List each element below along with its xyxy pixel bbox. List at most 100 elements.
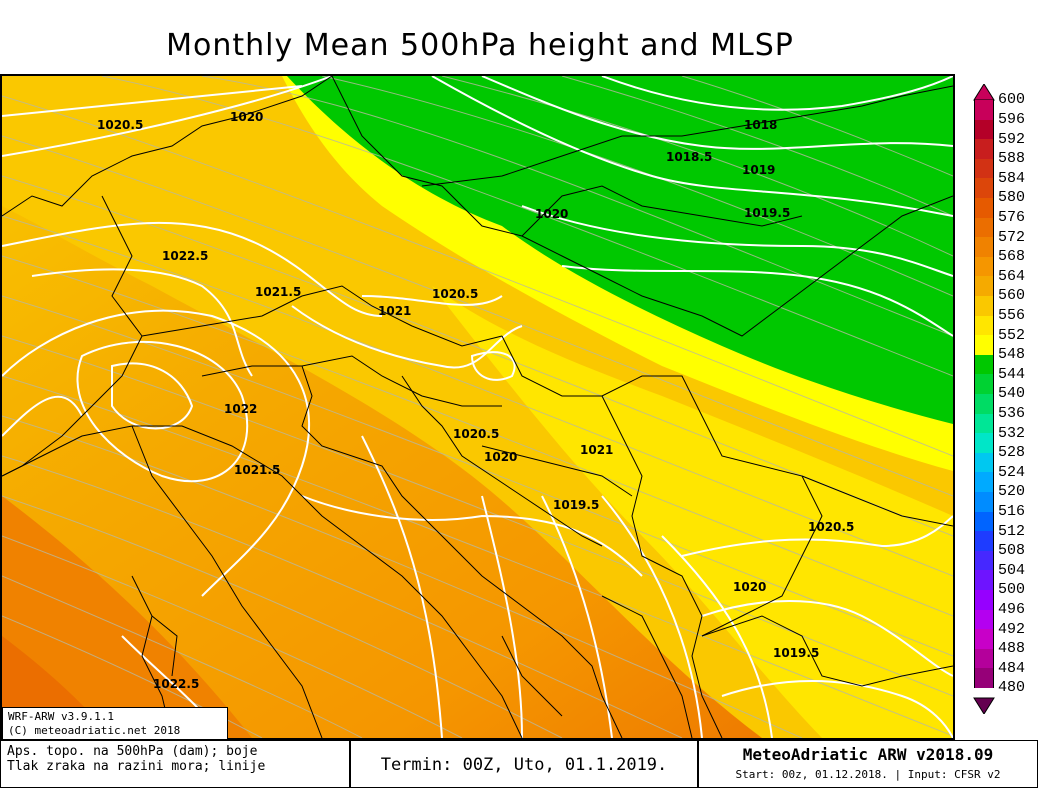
color-legend: 600 596 592 588 584 580 576 572 568 564 560 556 552 5… bbox=[968, 84, 1048, 714]
legend-swatch bbox=[974, 550, 994, 571]
legend-tick-label: 596 bbox=[998, 111, 1026, 129]
legend-tick-label: 504 bbox=[998, 561, 1026, 579]
isobar-label: 1019.5 bbox=[553, 498, 599, 512]
legend-row: 544 bbox=[968, 365, 1048, 394]
legend-swatch bbox=[974, 433, 994, 453]
isobar-label: 1020 bbox=[535, 207, 568, 221]
legend-swatch bbox=[974, 158, 994, 179]
legend-row: 548 bbox=[968, 345, 1048, 375]
map-canvas: 1020.5 1020 1018 1018.5 1019 1019.5 1020… bbox=[2, 76, 953, 738]
isobar-label: 1020.5 bbox=[453, 427, 499, 441]
isobar-label: 1018 bbox=[744, 118, 777, 132]
legend-swatch bbox=[974, 335, 994, 355]
legend-row: 536 bbox=[968, 404, 1048, 434]
legend-tick-label: 548 bbox=[998, 346, 1026, 364]
legend-row: 480 bbox=[968, 678, 1048, 698]
legend-swatch bbox=[974, 237, 994, 257]
legend-swatch bbox=[974, 648, 994, 669]
isobar-label: 1022.5 bbox=[153, 677, 199, 691]
legend-row: 528 bbox=[968, 443, 1048, 473]
legend-row: 588 bbox=[968, 149, 1048, 179]
isobar-label: 1020 bbox=[484, 450, 517, 464]
legend-tick-label: 528 bbox=[998, 444, 1026, 462]
legend-swatch bbox=[974, 315, 994, 336]
legend-tick-label: 584 bbox=[998, 169, 1026, 187]
isobar-label: 1020.5 bbox=[97, 118, 143, 132]
borders bbox=[2, 76, 953, 738]
footer: Aps. topo. na 500hPa (dam); boje Tlak zr… bbox=[0, 740, 1038, 788]
legend-swatch bbox=[974, 197, 994, 218]
legend-swatch bbox=[974, 295, 994, 316]
height-field-572 bbox=[2, 496, 252, 738]
isobar-label: 1022.5 bbox=[162, 249, 208, 263]
legend-swatch bbox=[974, 217, 994, 238]
legend-swatch bbox=[974, 668, 994, 688]
legend-tick-label: 572 bbox=[998, 228, 1026, 246]
isobar-label: 1021 bbox=[580, 443, 613, 457]
footer-brand-cell: MeteoAdriatic ARW v2018.09 Start: 00z, 0… bbox=[698, 740, 1038, 788]
forecast-term: Termin: 00Z, Uto, 01.1.2019. bbox=[350, 740, 698, 788]
legend-row: 600 bbox=[968, 90, 1048, 120]
legend-row: 512 bbox=[968, 521, 1048, 551]
legend-tick-label: 496 bbox=[998, 601, 1026, 619]
legend-swatch bbox=[974, 609, 994, 630]
legend-row: 508 bbox=[968, 541, 1048, 571]
isobar-label: 1020 bbox=[733, 580, 766, 594]
legend-row: 520 bbox=[968, 482, 1048, 512]
legend-tick-label: 512 bbox=[998, 522, 1026, 540]
isobar-label: 1021 bbox=[378, 304, 411, 318]
legend-swatch bbox=[974, 570, 994, 590]
legend-tick-label: 516 bbox=[998, 503, 1026, 521]
legend-row: 532 bbox=[968, 423, 1048, 453]
legend-swatch bbox=[974, 472, 994, 492]
legend-swatch bbox=[974, 354, 994, 375]
legend-row: 552 bbox=[968, 325, 1048, 355]
legend-row: 516 bbox=[968, 502, 1048, 532]
legend-row: 484 bbox=[968, 659, 1048, 688]
isobar-label: 1020.5 bbox=[432, 287, 478, 301]
legend-swatch bbox=[974, 511, 994, 532]
legend-swatch bbox=[974, 119, 994, 140]
map-title: Monthly Mean 500hPa height and MLSP bbox=[166, 28, 794, 63]
legend-row: 560 bbox=[968, 286, 1048, 316]
legend-tick-label: 560 bbox=[998, 287, 1026, 305]
legend-tick-label: 536 bbox=[998, 405, 1026, 423]
legend-tick-label: 480 bbox=[998, 679, 1026, 697]
isobar-label: 1018.5 bbox=[666, 150, 712, 164]
legend-tick-label: 500 bbox=[998, 581, 1026, 599]
model-info-box: WRF-ARW v3.9.1.1 (C) meteoadriatic.net 2… bbox=[2, 707, 228, 740]
legend-tick-label: 568 bbox=[998, 248, 1026, 266]
legend-row: 596 bbox=[968, 110, 1048, 140]
legend-swatch bbox=[974, 393, 994, 414]
legend-row: 580 bbox=[968, 188, 1048, 218]
isobar-label: 1021.5 bbox=[255, 285, 301, 299]
legend-row: 592 bbox=[968, 129, 1048, 159]
isobars bbox=[2, 76, 953, 738]
legend-tick-label: 532 bbox=[998, 424, 1026, 442]
legend-tick-label: 556 bbox=[998, 307, 1026, 325]
legend-swatch bbox=[974, 531, 994, 551]
height-field-548 bbox=[287, 76, 953, 424]
legend-swatch bbox=[974, 374, 994, 394]
legend-row: 492 bbox=[968, 619, 1048, 649]
legend-tick-label: 544 bbox=[998, 365, 1026, 383]
legend-bottom-arrow bbox=[973, 697, 995, 714]
legend-tick-label: 592 bbox=[998, 130, 1026, 148]
copyright: (C) meteoadriatic.net 2018 bbox=[8, 724, 181, 737]
legend-tick-label: 564 bbox=[998, 267, 1026, 285]
legend-swatch bbox=[974, 452, 994, 473]
legend-row: 556 bbox=[968, 306, 1048, 336]
legend-tick-label: 580 bbox=[998, 189, 1026, 207]
isobar-label: 1019 bbox=[742, 163, 775, 177]
legend-arrows bbox=[973, 84, 995, 714]
isobar-label: 1020 bbox=[230, 110, 263, 124]
isobar-label: 1019.5 bbox=[744, 206, 790, 220]
legend-swatch bbox=[974, 139, 994, 159]
legend-row: 500 bbox=[968, 580, 1048, 610]
isobar-label: 1021.5 bbox=[234, 463, 280, 477]
legend-tick-label: 492 bbox=[998, 620, 1026, 638]
legend-row: 584 bbox=[968, 169, 1048, 198]
isobar-labels: 1020.5 1020 1018 1018.5 1019 1019.5 1020… bbox=[97, 110, 854, 691]
desc-line-1: Aps. topo. na 500hPa (dam); boje bbox=[7, 744, 258, 759]
legend-tick-label: 552 bbox=[998, 326, 1026, 344]
